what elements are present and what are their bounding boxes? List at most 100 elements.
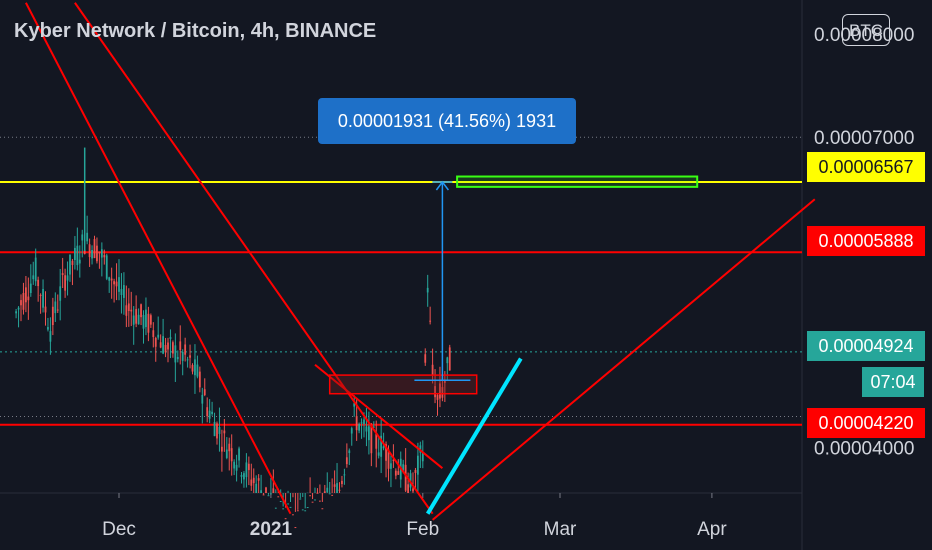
candle-body [443, 380, 446, 383]
candle-body [181, 351, 184, 361]
candle-body [15, 311, 17, 314]
candle-body [355, 416, 358, 431]
candle-body [228, 443, 231, 452]
candle-body [130, 309, 133, 312]
candle-body [157, 334, 160, 338]
candle-body [20, 300, 22, 306]
candle-body [448, 347, 451, 371]
candle-body [125, 305, 128, 316]
candle-body [211, 411, 213, 414]
candle-body [186, 359, 189, 361]
candle-body [76, 245, 79, 266]
candle-body [333, 484, 336, 487]
candle-body [208, 410, 211, 419]
candle-body [279, 500, 282, 502]
candle-body [113, 281, 115, 285]
candle-body [289, 506, 292, 508]
candle-body [407, 484, 409, 493]
candle-body [336, 483, 338, 493]
candle-body [194, 359, 196, 376]
candle-body [140, 304, 142, 318]
candle-body [108, 277, 111, 281]
candle-body [127, 303, 130, 312]
x-tick-label: Feb [406, 519, 439, 540]
candle-body [262, 494, 265, 496]
candle-body [439, 383, 441, 399]
candle-body [34, 257, 37, 282]
candle-body [103, 255, 106, 258]
candle-body [412, 488, 414, 492]
candle-body [196, 364, 199, 377]
candle-body [27, 296, 30, 301]
candle-body [255, 483, 258, 493]
candle-body [91, 249, 93, 259]
candle-body [240, 475, 243, 477]
candle-body [218, 427, 221, 434]
candle-body [321, 508, 324, 510]
candle-body [265, 487, 267, 493]
candle-body [385, 444, 387, 461]
candle-body [397, 471, 400, 475]
price-badge-red-upper: 0.00005888 [807, 226, 925, 256]
candle-body [314, 499, 316, 501]
candle-body [257, 478, 260, 481]
candle-body [135, 309, 138, 324]
candle-body [345, 457, 348, 465]
candle-body [69, 254, 71, 275]
price-badge-yellow: 0.00006567 [807, 152, 925, 182]
candle-body [152, 330, 155, 338]
candle-body [368, 426, 370, 441]
candle-body [83, 250, 86, 255]
candle-body [316, 492, 319, 494]
candle-body [301, 509, 304, 511]
candle-body [213, 422, 216, 437]
trendline [25, 2, 292, 515]
candle-body [110, 278, 113, 281]
candle-body [59, 286, 62, 301]
measure-tooltip: 0.00001931 (41.56%) 1931 [318, 98, 576, 144]
candle-body [358, 423, 360, 431]
candle-body [282, 508, 285, 510]
candle-body [201, 394, 204, 404]
candle-body [37, 279, 40, 287]
candle-body [118, 277, 120, 292]
candle-body [221, 446, 223, 452]
candle-body [105, 255, 108, 279]
candle-body [441, 387, 444, 398]
trendline [314, 363, 444, 469]
price-badge-red-lower: 0.00004220 [807, 408, 925, 438]
candle-body [64, 275, 66, 291]
candle-body [137, 314, 140, 325]
candle-body [299, 498, 302, 500]
candle-body [123, 285, 125, 298]
candle-body [284, 518, 287, 520]
candle-body [216, 423, 218, 439]
candle-body [360, 422, 363, 424]
candle-body [225, 449, 228, 458]
zone-box [328, 374, 478, 395]
candle-body [277, 496, 280, 498]
candle-body [172, 342, 174, 354]
candle-body [377, 452, 380, 456]
candle-body [370, 425, 373, 454]
candle-body [233, 461, 236, 469]
candle-body [238, 448, 240, 461]
countdown-badge: 07:04 [862, 367, 924, 397]
candle-body [365, 426, 368, 432]
candle-body [343, 474, 346, 476]
candle-body [149, 315, 152, 325]
candle-body [42, 288, 44, 308]
candle-body [394, 470, 397, 476]
candle-body [274, 507, 277, 509]
candle-body [309, 495, 311, 497]
candle-body [17, 307, 20, 310]
candle-body [174, 345, 177, 363]
candle-body [350, 428, 353, 434]
y-tick-label: 0.00007000 [814, 128, 914, 149]
currency-button[interactable]: BTC [842, 14, 890, 46]
candle-body [235, 464, 238, 471]
candle-body [159, 342, 162, 348]
candle-body [250, 479, 253, 486]
candle-body [431, 364, 434, 375]
